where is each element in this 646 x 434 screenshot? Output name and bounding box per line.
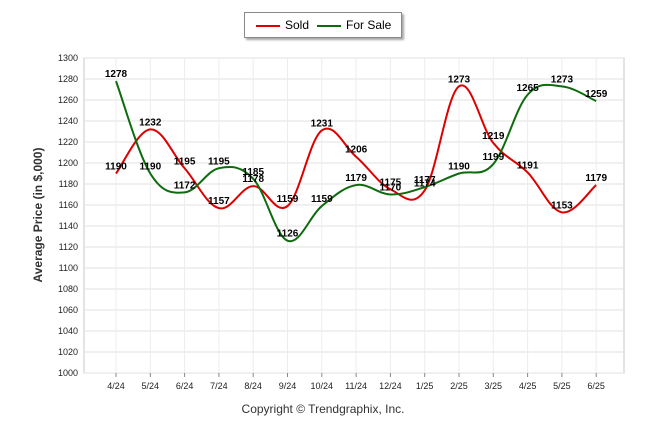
x-tick-label: 7/24	[210, 381, 228, 391]
data-label-layer: 1190 1232 1195 1157 1178 1159 1231 1206 1175 1174…	[105, 69, 608, 240]
data-label-sold: 1195	[174, 156, 196, 167]
x-tick-label: 5/24	[142, 381, 160, 391]
data-label-for-sale: 1185	[242, 167, 264, 178]
y-tick-label: 1160	[59, 200, 78, 210]
legend-swatch-for-sale	[317, 25, 341, 27]
data-label-sold: 1179	[585, 173, 607, 184]
data-label-for-sale: 1126	[277, 229, 299, 240]
data-label-sold: 1174	[414, 178, 436, 189]
x-tick-label: 6/25	[587, 381, 605, 391]
data-label-sold: 1157	[208, 196, 230, 207]
series-layer	[115, 80, 597, 243]
x-tick-label: 4/25	[519, 381, 537, 391]
data-label-for-sale: 1265	[516, 83, 539, 94]
series-line-sold	[115, 84, 597, 214]
data-label-for-sale: 1273	[551, 74, 574, 85]
data-label-for-sale: 1172	[174, 180, 196, 191]
data-label-sold: 1231	[311, 118, 334, 129]
plot-area	[83, 57, 625, 374]
data-label-for-sale: 1259	[585, 89, 608, 100]
data-label-for-sale: 1190	[448, 162, 470, 173]
y-tick-label: 1080	[58, 284, 78, 294]
x-tick-label: 5/25	[553, 381, 571, 391]
data-label-for-sale: 1199	[482, 152, 504, 163]
y-tick-label: 1020	[58, 347, 78, 357]
x-tick-label: 9/24	[279, 381, 297, 391]
data-label-sold: 1159	[277, 194, 299, 205]
data-label-for-sale: 1159	[311, 194, 333, 205]
data-label-sold: 1206	[345, 145, 368, 156]
y-tick-label: 1240	[58, 116, 78, 126]
data-label-sold: 1178	[242, 174, 264, 185]
axis-layer: 1000 1020 1040 1060 1080 1100 1120 1140 1160 1180…	[58, 53, 605, 391]
x-tick-label: 11/24	[345, 381, 367, 391]
y-tick-label: 1300	[58, 53, 78, 63]
y-tick-label: 1220	[58, 137, 78, 147]
y-tick-label: 1060	[58, 305, 78, 315]
data-label-for-sale: 1170	[380, 183, 402, 194]
y-tick-label: 1280	[58, 74, 78, 84]
y-tick-label: 1260	[58, 95, 78, 105]
data-label-sold: 1232	[139, 117, 162, 128]
data-label-sold: 1273	[448, 74, 471, 85]
y-tick-label: 1100	[59, 263, 78, 273]
y-tick-label: 1200	[58, 158, 78, 168]
series-line-for-sale	[115, 80, 597, 243]
y-tick-label: 1000	[58, 368, 78, 378]
x-tick-label: 2/25	[450, 381, 468, 391]
y-axis-title: Average Price (in $,000)	[31, 148, 45, 283]
x-tick-label: 1/25	[416, 381, 434, 391]
grid-layer	[83, 57, 625, 374]
x-tick-label: 4/24	[107, 381, 125, 391]
legend-label-sold: Sold	[285, 18, 310, 32]
data-label-for-sale: 1190	[139, 162, 161, 173]
data-label-for-sale: 1278	[105, 69, 128, 80]
data-label-sold: 1219	[482, 131, 505, 142]
y-tick-label: 1140	[59, 221, 78, 231]
x-tick-label: 10/24	[311, 381, 334, 391]
y-tick-label: 1180	[59, 179, 78, 189]
y-tick-label: 1120	[59, 242, 78, 252]
data-label-sold: 1153	[551, 200, 573, 211]
x-tick-label: 6/24	[176, 381, 194, 391]
x-tick-label: 12/24	[379, 381, 402, 391]
data-label-for-sale: 1179	[345, 173, 367, 184]
data-label-sold: 1191	[517, 160, 539, 171]
copyright-note: Copyright © Trendgraphix, Inc.	[241, 402, 405, 416]
x-tick-label: 8/24	[244, 381, 262, 391]
legend-swatch-sold	[256, 25, 280, 27]
data-label-for-sale: 1195	[208, 156, 230, 167]
y-tick-label: 1040	[58, 326, 78, 336]
x-tick-label: 3/25	[485, 381, 503, 391]
data-label-sold: 1190	[105, 162, 127, 173]
legend-label-for-sale: For Sale	[346, 18, 392, 32]
data-label-for-sale: 1177	[414, 175, 436, 186]
data-label-sold: 1175	[380, 177, 402, 188]
legend: Sold For Sale	[244, 12, 402, 38]
